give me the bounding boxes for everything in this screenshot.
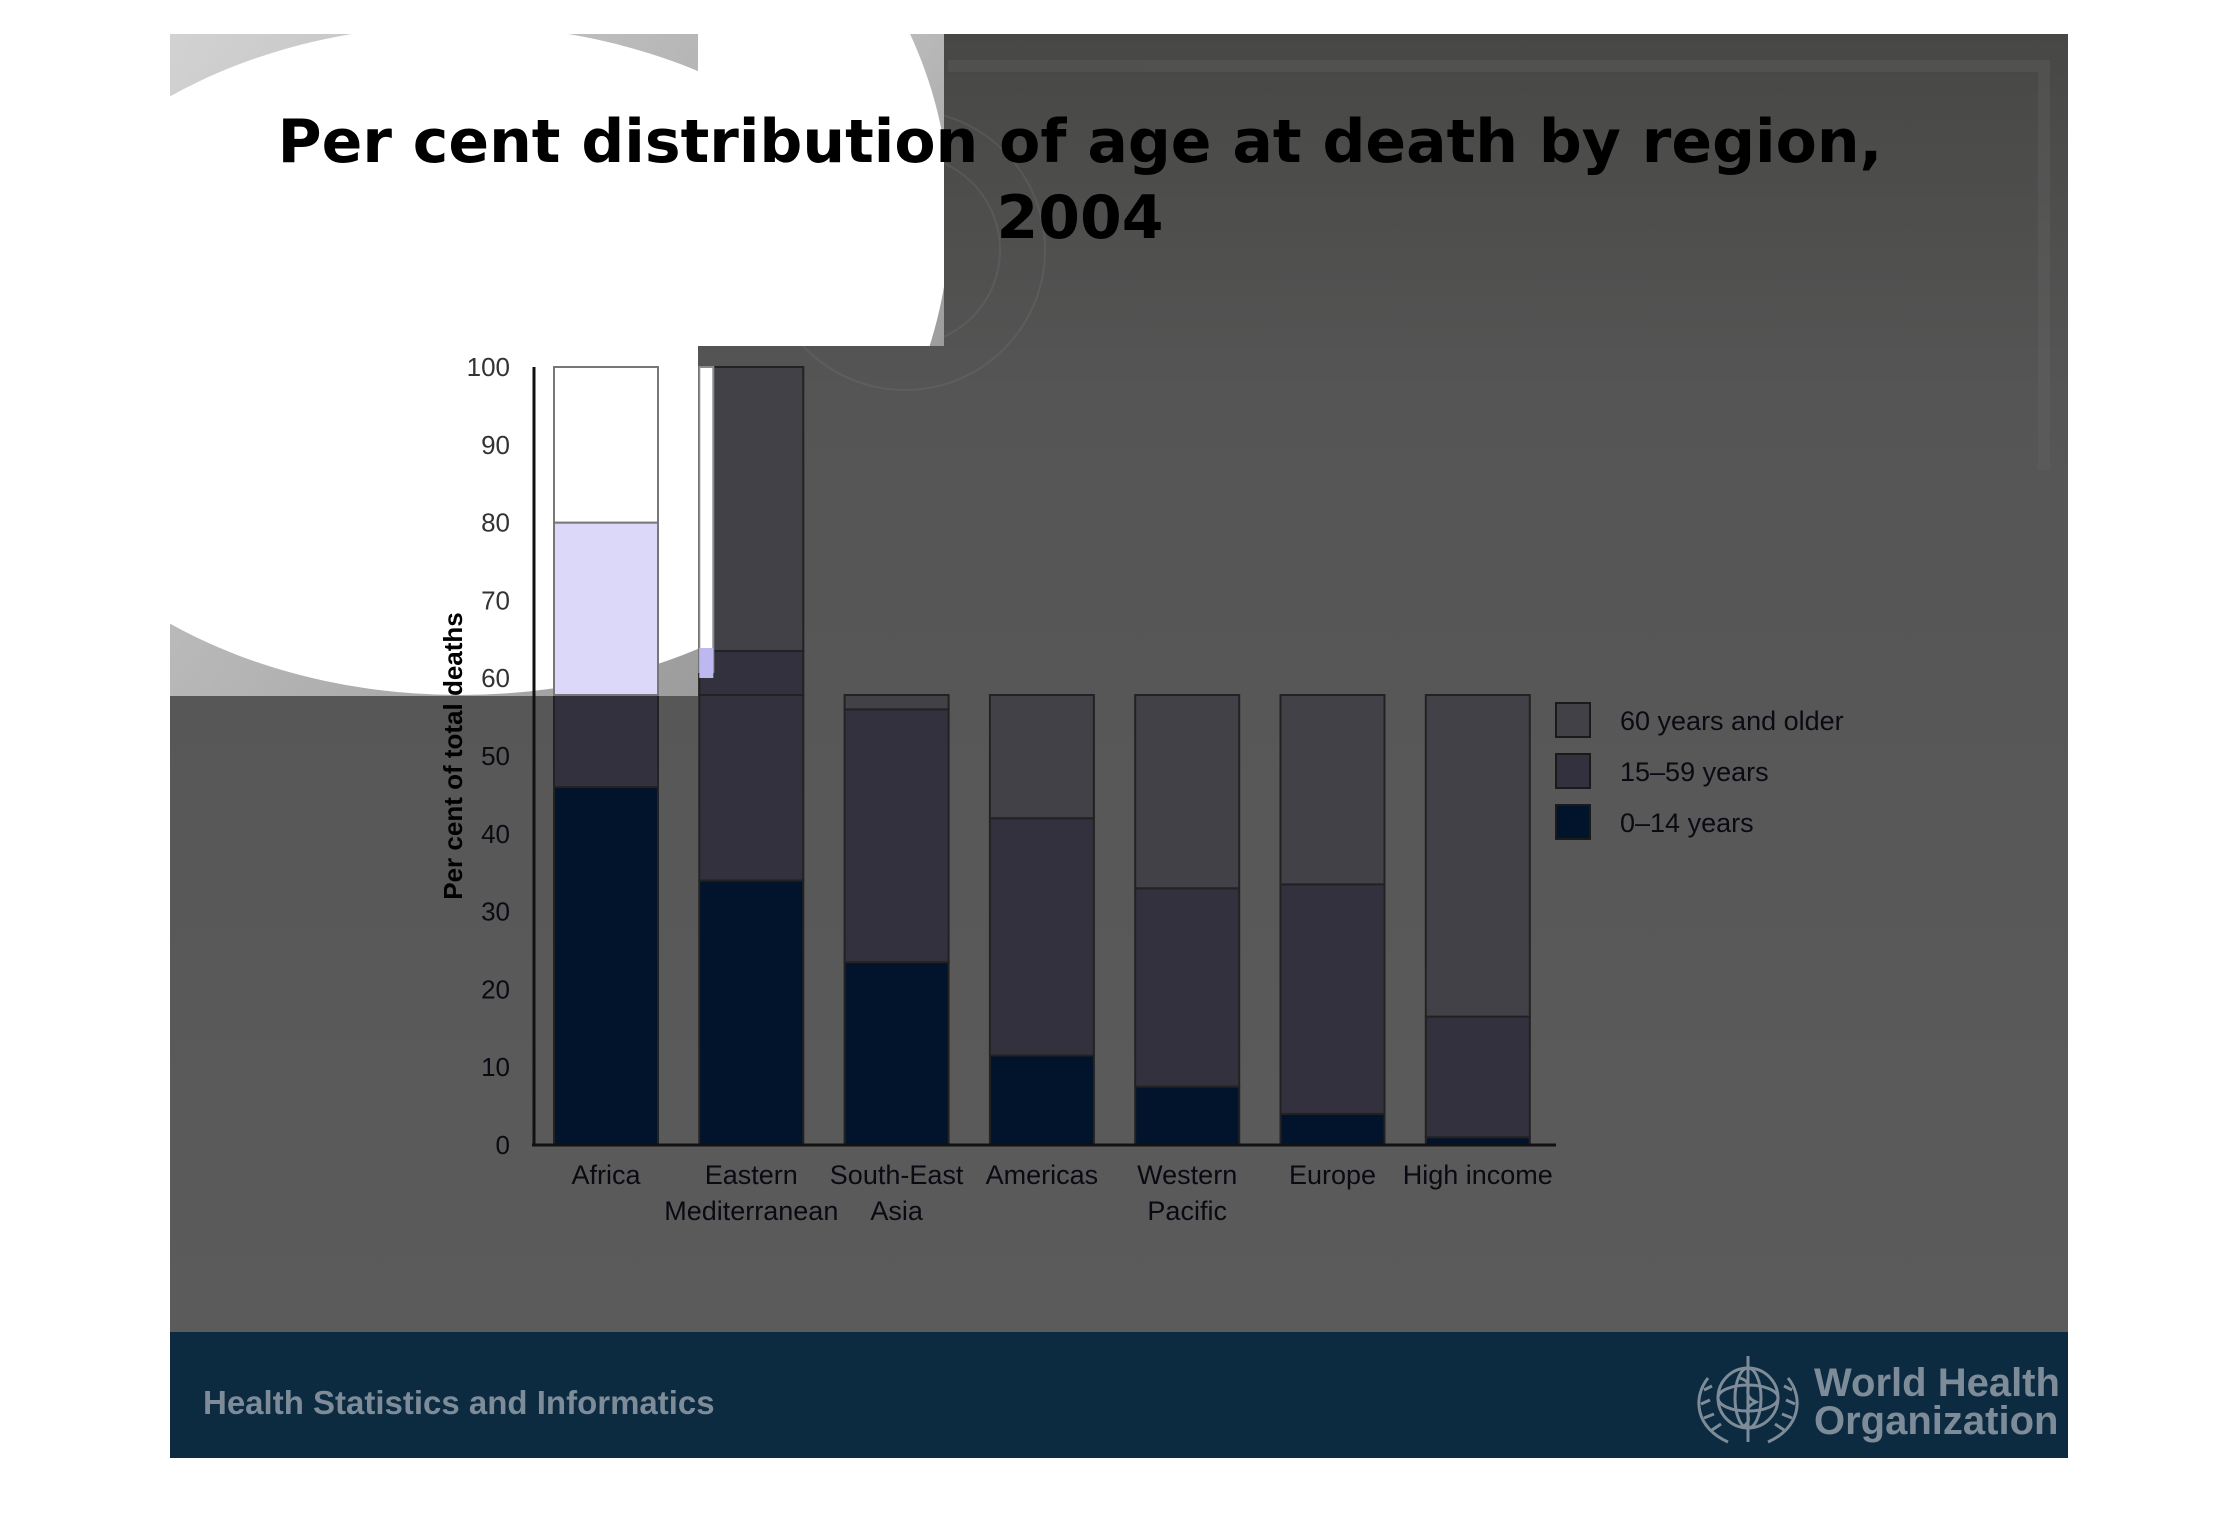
bar-segment-15-59-0 xyxy=(553,694,659,789)
bar-segment-0-14-5 xyxy=(1279,1112,1386,1147)
org-name-line1: World Health xyxy=(1814,1361,2060,1405)
y-tick-label-2: 20 xyxy=(481,974,510,1004)
bar-segment-upper-1-1 xyxy=(698,649,805,696)
y-tick-label-7: 70 xyxy=(481,585,510,615)
legend-label-1: 15–59 years xyxy=(1620,757,1769,787)
bar-segment-upper-2-1 xyxy=(698,366,805,652)
y-tick-label-1: 10 xyxy=(481,1052,510,1082)
footer-department-text: Health Statistics and Informatics xyxy=(203,1384,715,1421)
bar-segment-0-14-4 xyxy=(1134,1085,1241,1147)
y-ticks-layer: 0 10 20 30 40 50 60 70 80 90 100 xyxy=(467,352,510,1160)
category-label-4-0: Western xyxy=(1137,1160,1237,1190)
bar-segment-15-59-3 xyxy=(988,817,1095,1057)
bar-sliver-eastern-mediterranean xyxy=(698,366,715,673)
bar-segment-60-plus-3 xyxy=(988,694,1095,820)
bar-segment-60-plus-2 xyxy=(843,694,950,711)
bar-segment-60-plus-4 xyxy=(1134,694,1241,890)
category-label-0-0: Africa xyxy=(571,1160,641,1190)
category-label-2-1: Asia xyxy=(870,1196,924,1226)
category-labels-layer: Africa Eastern Mediterranean South-East Asia… xyxy=(571,1160,1552,1226)
bar-segment-15-59-2 xyxy=(843,708,950,964)
y-tick-label-4: 40 xyxy=(481,819,510,849)
bar-segment-0-14-0 xyxy=(553,786,659,1146)
legend-swatch-2 xyxy=(1555,804,1591,840)
category-label-1-0: Eastern xyxy=(705,1160,798,1190)
category-label-4-1: Pacific xyxy=(1147,1196,1227,1226)
y-tick-label-5: 50 xyxy=(481,741,510,771)
bar-segment-light-1-0 xyxy=(553,521,659,696)
bar-segment-light-2-0 xyxy=(553,366,659,524)
bar-segment-15-59-4 xyxy=(1134,887,1241,1088)
stacked-bar-chart: Per cent of total deaths 0 10 20 30 40 50 60 70… xyxy=(438,352,1844,1226)
org-name-line2: Organization xyxy=(1814,1399,2058,1443)
bars-layer xyxy=(553,366,1531,1147)
footer-band: Health Statistics and Informatics World … xyxy=(170,1332,2068,1458)
bar-segment-15-59-6 xyxy=(1424,1015,1531,1139)
legend: 60 years and older 15–59 years 0–14 years xyxy=(1555,702,1844,840)
category-label-2-0: South-East xyxy=(830,1160,964,1190)
y-tick-label-0: 0 xyxy=(496,1130,510,1160)
bar-segment-60-plus-6 xyxy=(1424,694,1531,1018)
bar-segment-0-14-3 xyxy=(988,1054,1095,1147)
category-label-1-1: Mediterranean xyxy=(664,1196,838,1226)
bar-segment-15-59-5 xyxy=(1279,883,1386,1115)
y-tick-label-3: 30 xyxy=(481,897,510,927)
y-tick-label-9: 90 xyxy=(481,430,510,460)
slide-title-line1: Per cent distribution of age at death by… xyxy=(278,107,1883,177)
legend-label-2: 0–14 years xyxy=(1620,808,1754,838)
bar-segment-15-59-1 xyxy=(698,694,805,882)
y-tick-label-6: 60 xyxy=(481,663,510,693)
slide-title-line2: 2004 xyxy=(997,183,1164,253)
category-label-3-0: Americas xyxy=(986,1160,1099,1190)
legend-swatch-1 xyxy=(1555,753,1591,789)
legend-swatch-0 xyxy=(1555,702,1591,738)
legend-label-0: 60 years and older xyxy=(1620,706,1844,736)
y-tick-label-8: 80 xyxy=(481,508,510,538)
category-label-5-0: Europe xyxy=(1289,1160,1376,1190)
bar-segment-0-14-1 xyxy=(698,879,805,1146)
category-label-6-0: High income xyxy=(1403,1160,1553,1190)
y-tick-label-10: 100 xyxy=(467,352,510,382)
bar-sliver-lilac xyxy=(699,648,714,678)
y-axis-label: Per cent of total deaths xyxy=(438,612,468,900)
bar-segment-60-plus-5 xyxy=(1279,694,1386,886)
who-emblem-icon xyxy=(1697,1356,1799,1444)
bar-segment-0-14-2 xyxy=(843,961,950,1146)
